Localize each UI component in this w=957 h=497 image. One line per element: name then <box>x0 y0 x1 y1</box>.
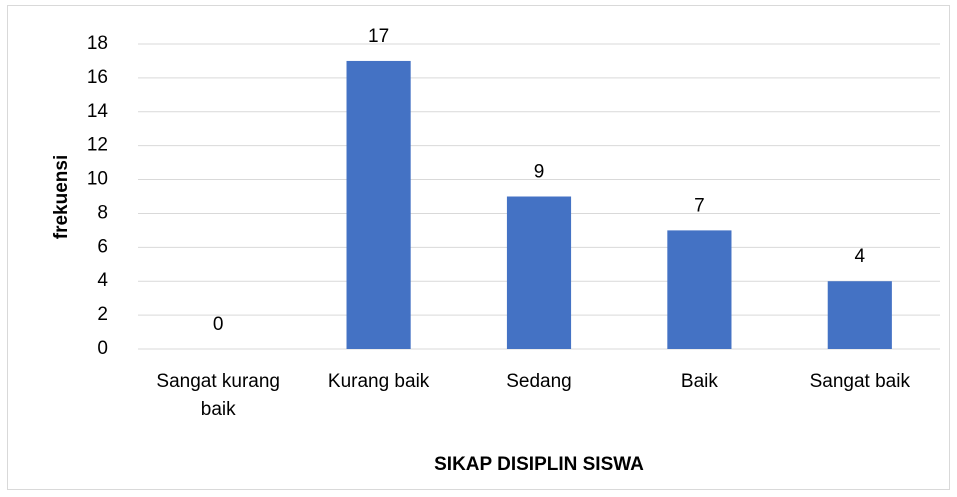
y-tick-label: 2 <box>97 304 108 325</box>
data-label: 9 <box>534 162 545 183</box>
data-label: 4 <box>855 246 866 267</box>
data-label: 0 <box>213 314 224 335</box>
x-tick-label: Sangat kurang baik <box>156 371 280 420</box>
x-tick-label: Sangat baik <box>809 371 910 392</box>
x-tick-label: Kurang baik <box>327 371 430 392</box>
data-label: 17 <box>368 26 389 47</box>
y-tick-label: 18 <box>87 33 108 54</box>
bar <box>827 281 892 349</box>
y-tick-label: 8 <box>97 202 108 223</box>
y-axis-title: frekuensi <box>51 155 72 239</box>
y-tick-label: 6 <box>97 236 108 257</box>
bar <box>346 60 411 349</box>
y-tick-label: 14 <box>87 101 109 122</box>
y-tick-label: 10 <box>87 169 108 190</box>
bar <box>667 230 732 349</box>
y-tick-label: 0 <box>97 338 108 359</box>
x-axis-title: SIKAP DISIPLIN SISWA <box>434 454 644 475</box>
bar <box>506 196 572 349</box>
y-tick-label: 4 <box>97 270 108 291</box>
y-tick-label: 12 <box>87 135 108 156</box>
x-tick-label: Baik <box>680 371 718 392</box>
y-tick-label: 16 <box>87 67 108 88</box>
data-label: 7 <box>694 195 705 216</box>
x-tick-label: Sedang <box>506 371 572 392</box>
